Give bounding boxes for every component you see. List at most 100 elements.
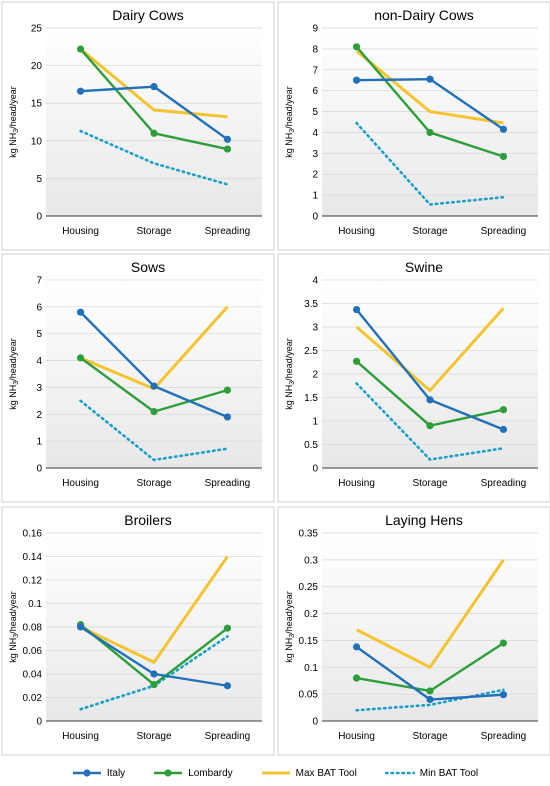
chart-panel: 0 0.02 0.04 0.06 0.08 0.1 0.12 0.14 0.16 Broilers… bbox=[1, 506, 275, 756]
chart-panel: 0 1 2 3 4 5 6 7 Sows kg NH3/head/year Housing Stora… bbox=[1, 253, 275, 503]
data-point-lombardy bbox=[76, 354, 85, 362]
y-tick-label: 2 bbox=[36, 410, 42, 421]
y-tick-label: 1 bbox=[36, 437, 42, 448]
y-tick-label: 0 bbox=[312, 717, 318, 728]
chart-panel: 0 0.5 1 1.5 2 2.5 3 3.5 4 Swine kg NH3/head/year Ho… bbox=[277, 253, 550, 503]
y-tick-label: 7 bbox=[36, 276, 42, 287]
x-tick-label: Housing bbox=[62, 731, 99, 742]
y-tick-label: 0 bbox=[36, 464, 42, 475]
legend-swatch bbox=[154, 769, 183, 777]
y-tick-label: 5 bbox=[36, 329, 42, 340]
y-tick-label: 0.12 bbox=[23, 576, 43, 587]
data-point-lombardy bbox=[499, 152, 508, 161]
data-point-italy bbox=[352, 76, 361, 84]
chart-title: Swine bbox=[405, 259, 443, 275]
data-point-italy bbox=[426, 396, 434, 404]
plot-area bbox=[46, 280, 262, 468]
y-tick-label: 7 bbox=[312, 65, 318, 76]
data-point-italy bbox=[76, 308, 85, 316]
data-point-lombardy bbox=[223, 624, 232, 632]
chart-title: Laying Hens bbox=[385, 512, 463, 528]
y-tick-label: 2.5 bbox=[304, 346, 318, 357]
y-tick-label: 15 bbox=[31, 99, 43, 110]
y-tick-label: 0.1 bbox=[28, 599, 42, 610]
legend-label: Lombardy bbox=[188, 767, 233, 779]
y-tick-label: 0.2 bbox=[304, 609, 318, 620]
y-tick-label: 0.04 bbox=[23, 670, 43, 681]
data-point-lombardy bbox=[352, 43, 361, 51]
y-tick-label: 0.1 bbox=[304, 663, 318, 674]
data-point-italy bbox=[76, 87, 85, 95]
y-tick-label: 20 bbox=[31, 61, 43, 72]
x-tick-label: Housing bbox=[338, 226, 375, 237]
y-tick-label: 25 bbox=[31, 24, 43, 35]
x-tick-label: Housing bbox=[338, 478, 375, 489]
legend-item: Lombardy bbox=[153, 767, 233, 779]
y-axis-label: kg NH3/head/year bbox=[284, 591, 296, 662]
y-tick-label: 0.5 bbox=[304, 440, 318, 451]
y-axis-label: kg NH3/head/year bbox=[284, 86, 296, 157]
chart-panel: 0 1 2 3 4 5 6 7 8 9 non-Dairy Cows kg NH3/head/year… bbox=[277, 1, 550, 251]
data-point-italy bbox=[352, 643, 361, 651]
data-point-italy bbox=[499, 425, 508, 434]
y-tick-label: 0.35 bbox=[299, 529, 319, 540]
data-point-lombardy bbox=[426, 422, 434, 430]
legend-label: Max BAT Tool bbox=[295, 767, 357, 779]
chart-title: Broilers bbox=[124, 512, 171, 528]
y-tick-label: 4 bbox=[36, 356, 42, 367]
x-tick-label: Storage bbox=[136, 226, 171, 237]
y-tick-label: 0 bbox=[36, 717, 42, 728]
x-tick-label: Storage bbox=[136, 478, 171, 489]
x-tick-label: Housing bbox=[338, 731, 375, 742]
legend-swatch bbox=[384, 771, 415, 775]
y-axis-label: kg NH3/head/year bbox=[284, 338, 296, 409]
y-tick-label: 0.05 bbox=[299, 690, 319, 701]
data-point-italy bbox=[223, 413, 232, 421]
chart-title: Sows bbox=[131, 259, 165, 275]
data-point-italy bbox=[426, 695, 434, 704]
y-tick-label: 0.16 bbox=[23, 529, 43, 540]
data-point-italy bbox=[223, 682, 232, 690]
y-tick-label: 0.06 bbox=[23, 646, 43, 657]
y-tick-label: 3.5 bbox=[304, 299, 318, 310]
x-tick-label: Spreading bbox=[205, 226, 251, 237]
legend-item: Italy bbox=[72, 768, 125, 779]
y-tick-label: 2 bbox=[312, 370, 318, 381]
data-point-lombardy bbox=[150, 129, 158, 137]
data-point-lombardy bbox=[223, 145, 232, 153]
y-tick-label: 0.15 bbox=[299, 636, 319, 647]
plot-area bbox=[322, 28, 538, 216]
data-point-lombardy bbox=[352, 674, 361, 682]
legend-swatch bbox=[72, 769, 101, 777]
data-point-italy bbox=[150, 670, 158, 678]
y-tick-label: 2 bbox=[312, 170, 318, 181]
y-tick-label: 0.25 bbox=[299, 582, 319, 593]
series-line-max-bat-tool bbox=[79, 47, 228, 119]
y-tick-label: 0 bbox=[312, 464, 318, 475]
data-point-lombardy bbox=[426, 128, 434, 137]
y-tick-label: 0.3 bbox=[304, 555, 318, 566]
y-tick-label: 9 bbox=[312, 24, 318, 35]
series-line-min-bat-tool bbox=[355, 382, 505, 461]
y-tick-label: 3 bbox=[312, 323, 318, 334]
data-point-lombardy bbox=[150, 680, 158, 689]
data-point-italy bbox=[352, 306, 361, 314]
series-line-min-bat-tool bbox=[355, 688, 505, 712]
y-tick-label: 10 bbox=[31, 136, 43, 147]
y-axis-label: kg NH3/head/year bbox=[8, 86, 20, 157]
x-tick-label: Storage bbox=[136, 731, 171, 742]
data-point-lombardy bbox=[499, 406, 508, 414]
data-point-lombardy bbox=[426, 687, 434, 695]
data-point-italy bbox=[499, 125, 508, 133]
series-line-min-bat-tool bbox=[79, 129, 229, 186]
data-point-italy bbox=[150, 382, 158, 390]
data-point-lombardy bbox=[76, 45, 85, 53]
x-tick-label: Spreading bbox=[481, 478, 527, 489]
series-line-min-bat-tool bbox=[355, 121, 505, 206]
y-axis-label: kg NH3/head/year bbox=[8, 338, 20, 409]
y-tick-label: 4 bbox=[312, 276, 318, 287]
y-axis-label: kg NH3/head/year bbox=[8, 591, 20, 662]
x-tick-label: Housing bbox=[62, 478, 99, 489]
